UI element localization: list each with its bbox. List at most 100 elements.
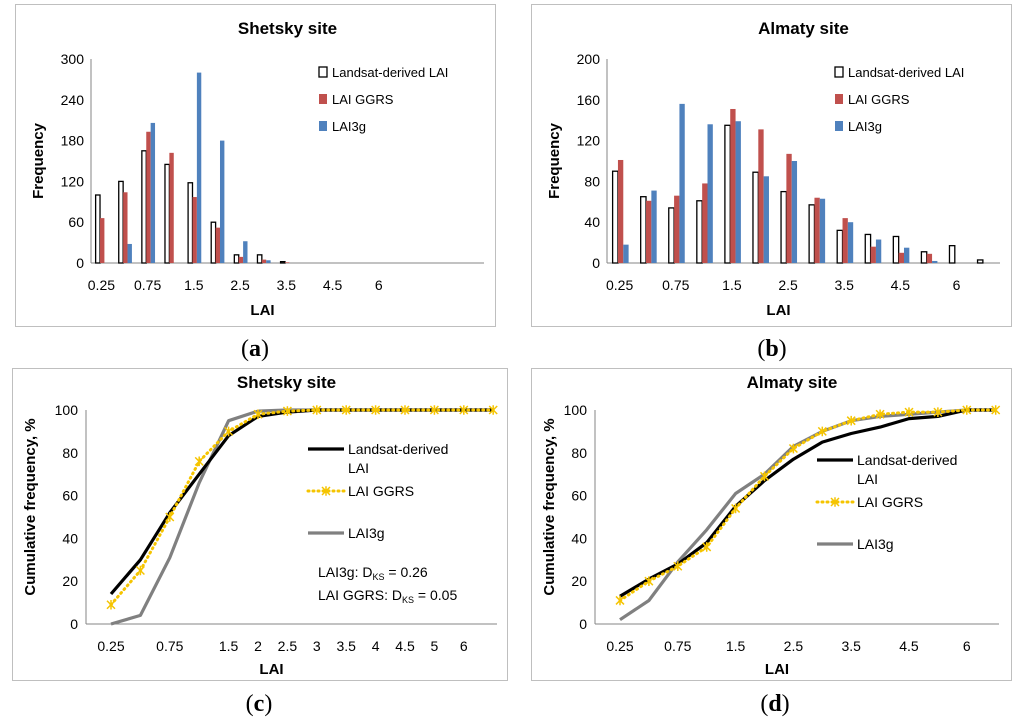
legend-swatch xyxy=(319,121,327,131)
x-tick-label: 0.75 xyxy=(134,277,161,293)
bar-lai3g xyxy=(679,103,685,263)
series-line-lai-ggrs xyxy=(618,408,998,602)
data-point-lai-ggrs xyxy=(371,405,381,415)
bar-landsat-derived-lai xyxy=(668,207,675,264)
legend-label: LAI3g xyxy=(857,536,894,552)
bar-lai-ggrs xyxy=(215,227,220,263)
bar-lai-ggrs xyxy=(786,153,792,263)
bar-lai-ggrs xyxy=(870,246,876,263)
data-point-lai-ggrs xyxy=(731,503,741,514)
bar-lai-ggrs xyxy=(617,159,624,263)
y-tick-label: 20 xyxy=(62,573,78,589)
legend-label: LAI xyxy=(348,460,369,476)
data-point-lai-ggrs xyxy=(282,406,292,416)
bar-lai-ggrs xyxy=(646,200,652,263)
series-line-landsat-derived-lai xyxy=(109,408,494,596)
x-tick-label: 3.5 xyxy=(841,638,861,654)
bar-lai-ggrs xyxy=(284,262,290,263)
y-tick-label: 120 xyxy=(577,133,601,149)
x-tick-label: 6 xyxy=(953,277,961,293)
x-tick-label: 2.5 xyxy=(778,277,798,293)
data-point-lai-ggrs xyxy=(875,409,885,420)
y-tick-label: 60 xyxy=(68,214,84,230)
bar-landsat-derived-lai xyxy=(279,260,286,264)
bar-lai3g xyxy=(847,222,854,263)
bar-lai3g xyxy=(819,198,826,263)
x-tick-label: 2 xyxy=(254,638,262,654)
y-tick-label: 40 xyxy=(571,530,587,546)
chart-title: Shetsky site xyxy=(237,373,336,392)
bar-lai3g xyxy=(127,243,132,263)
ks-annotation: LAI GGRS: DKS = 0.05 xyxy=(318,587,457,605)
x-tick-label: 4.5 xyxy=(395,638,415,654)
x-tick-label: 1.5 xyxy=(219,638,239,654)
data-point-lai-ggrs xyxy=(488,405,498,415)
y-axis-title: Frequency xyxy=(30,122,47,199)
y-tick-label: 200 xyxy=(577,51,601,67)
legend-swatch xyxy=(318,66,328,78)
bar-lai3g xyxy=(735,121,741,263)
legend-label: Landsat-derived LAI xyxy=(848,65,964,80)
bar-lai-ggrs xyxy=(192,197,197,263)
data-point-lai-ggrs xyxy=(165,512,175,522)
data-point-lai-ggrs xyxy=(135,565,145,576)
bar-lai-ggrs xyxy=(702,183,708,263)
data-point-lai-ggrs xyxy=(933,407,943,417)
data-point-lai-ggrs xyxy=(702,542,712,552)
x-axis-title: LAI xyxy=(259,661,283,678)
y-tick-label: 80 xyxy=(62,445,78,461)
bar-lai3g xyxy=(707,124,713,263)
x-tick-label: 1.5 xyxy=(726,638,746,654)
bar-lai-ggrs xyxy=(238,256,244,263)
bar-lai3g xyxy=(243,241,248,263)
bar-lai-ggrs xyxy=(926,253,933,263)
data-point-lai-ggrs xyxy=(673,561,683,572)
x-tick-label: 2.5 xyxy=(784,638,804,654)
bar-landsat-derived-lai xyxy=(141,150,147,264)
data-point-lai-ggrs xyxy=(615,595,625,606)
legend-swatch xyxy=(834,66,844,78)
data-point-lai-ggrs xyxy=(759,471,770,482)
y-tick-label: 120 xyxy=(61,173,85,189)
bar-landsat-derived-lai xyxy=(210,221,217,264)
y-tick-label: 300 xyxy=(61,51,85,67)
bar-landsat-derived-lai xyxy=(724,124,731,264)
chart-panel-d: Almaty site 0 20 40 60 80 100 0.25 0.75 1.5 2.5 3.5… xyxy=(531,368,1012,681)
caption-b: (b) xyxy=(757,336,787,362)
bar-landsat-derived-lai xyxy=(836,229,844,264)
x-tick-label: 0.25 xyxy=(606,638,633,654)
data-point-lai-ggrs xyxy=(400,405,410,415)
x-tick-label: 0.25 xyxy=(97,638,124,654)
x-tick-label: 0.75 xyxy=(664,638,691,654)
bar-lai-ggrs xyxy=(842,218,848,263)
bar-landsat-derived-lai xyxy=(976,259,984,264)
bar-landsat-derived-lai xyxy=(780,190,788,264)
y-tick-label: 240 xyxy=(61,92,85,108)
x-axis-title: LAI xyxy=(765,661,789,678)
data-point-lai-ggrs xyxy=(991,405,1001,415)
legend-swatch xyxy=(835,94,843,104)
legend-swatch xyxy=(835,121,843,131)
caption-c: (c) xyxy=(245,691,273,717)
chart-title: Shetsky site xyxy=(238,19,337,38)
chart-a-svg: Shetsky site 0 60 120 180 240 300 0.25 0.75 1.5 2.… xyxy=(30,19,484,319)
bar-lai-ggrs xyxy=(261,259,267,263)
bar-landsat-derived-lai xyxy=(808,204,816,264)
bar-lai3g xyxy=(875,239,882,263)
legend-label: LAI3g xyxy=(348,525,385,541)
bar-lai3g xyxy=(932,260,938,263)
legend-label: Landsat-derived xyxy=(857,452,957,468)
bar-lai-ggrs xyxy=(898,252,904,263)
caption-d: (d) xyxy=(760,691,790,717)
legend-label: LAI GGRS xyxy=(348,483,414,499)
x-tick-label: 6 xyxy=(375,277,383,293)
bar-lai-ggrs xyxy=(146,131,151,263)
y-tick-label: 0 xyxy=(592,255,600,271)
bar-lai3g xyxy=(763,176,769,263)
data-point-lai-ggrs xyxy=(904,407,914,417)
x-tick-label: 4.5 xyxy=(891,277,911,293)
x-tick-label: 1.5 xyxy=(184,277,204,293)
legend-label: Landsat-derived xyxy=(348,441,448,457)
bar-landsat-derived-lai xyxy=(696,200,703,264)
x-tick-label: 4 xyxy=(372,638,380,654)
